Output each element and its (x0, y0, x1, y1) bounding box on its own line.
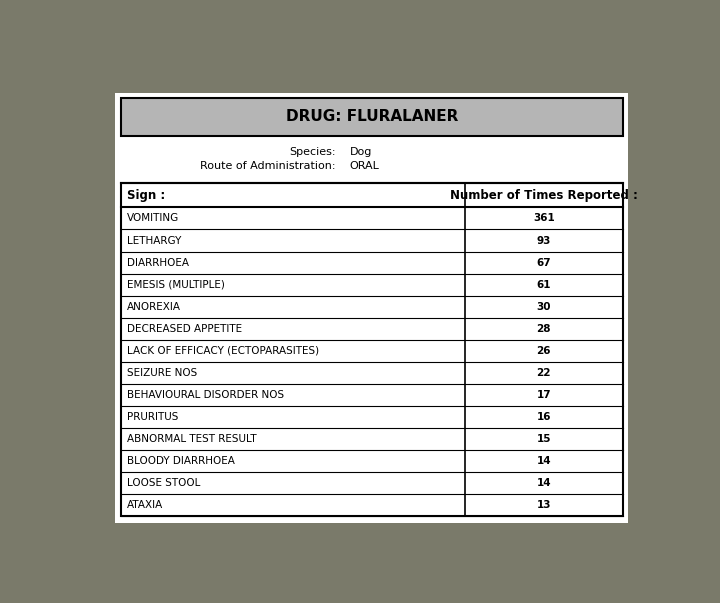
Text: DIARRHOEA: DIARRHOEA (127, 257, 189, 268)
Text: SEIZURE NOS: SEIZURE NOS (127, 368, 197, 377)
Text: PRURITUS: PRURITUS (127, 412, 179, 421)
Text: ANOREXIA: ANOREXIA (127, 302, 181, 312)
Bar (121, 183, 623, 516)
Text: BLOODY DIARRHOEA: BLOODY DIARRHOEA (127, 456, 235, 466)
Text: Route of Administration:: Route of Administration: (200, 160, 336, 171)
Text: ORAL: ORAL (349, 160, 379, 171)
Text: LACK OF EFFICACY (ECTOPARASITES): LACK OF EFFICACY (ECTOPARASITES) (127, 346, 320, 356)
Text: 26: 26 (536, 346, 551, 356)
Text: ABNORMAL TEST RESULT: ABNORMAL TEST RESULT (127, 434, 257, 444)
Text: 17: 17 (536, 390, 551, 400)
Text: 22: 22 (536, 368, 551, 377)
Bar (121, 183, 623, 516)
Text: LETHARGY: LETHARGY (127, 236, 181, 245)
Text: 30: 30 (536, 302, 551, 312)
Text: Number of Times Reported :: Number of Times Reported : (450, 189, 638, 202)
Text: Sign :: Sign : (127, 189, 166, 202)
Text: 14: 14 (536, 456, 551, 466)
Text: VOMITING: VOMITING (127, 213, 179, 224)
Text: 67: 67 (536, 257, 551, 268)
Text: ATAXIA: ATAXIA (127, 500, 163, 510)
Text: 28: 28 (536, 324, 551, 333)
Text: 61: 61 (536, 280, 551, 289)
Text: EMESIS (MULTIPLE): EMESIS (MULTIPLE) (127, 280, 225, 289)
Text: 15: 15 (536, 434, 551, 444)
Text: 14: 14 (536, 478, 551, 488)
Text: 16: 16 (536, 412, 551, 421)
Text: 361: 361 (533, 213, 554, 224)
Text: Species:: Species: (289, 147, 336, 157)
Text: 93: 93 (536, 236, 551, 245)
Text: Dog: Dog (349, 147, 372, 157)
Text: LOOSE STOOL: LOOSE STOOL (127, 478, 201, 488)
Text: DRUG: FLURALANER: DRUG: FLURALANER (286, 109, 458, 124)
Text: 13: 13 (536, 500, 551, 510)
Text: BEHAVIOURAL DISORDER NOS: BEHAVIOURAL DISORDER NOS (127, 390, 284, 400)
Text: DECREASED APPETITE: DECREASED APPETITE (127, 324, 243, 333)
Bar (121, 98, 623, 136)
